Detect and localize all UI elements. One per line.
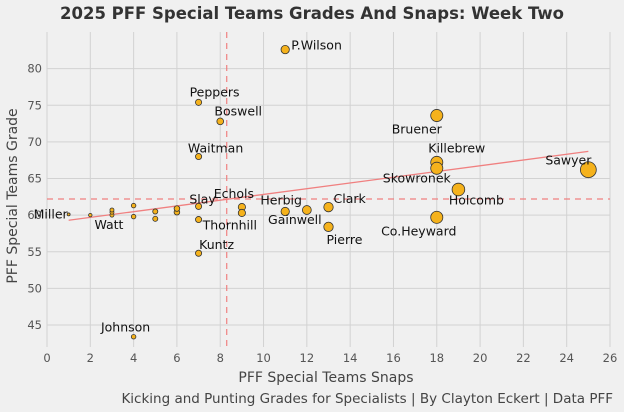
point-label: Johnson <box>100 320 150 335</box>
data-point <box>66 212 71 217</box>
point-labels: Miller Watt Slay Thornhill Echols Johnson Kunt… <box>34 38 593 335</box>
x-tick-label: 14 <box>343 351 358 365</box>
data-point <box>130 213 137 220</box>
x-axis-title: PFF Special Teams Snaps <box>238 370 413 386</box>
x-tick-label: 16 <box>386 351 401 365</box>
y-ticks: 45 50 55 60 65 70 75 80 <box>27 62 42 332</box>
data-point <box>109 207 115 213</box>
point-label: P.Wilson <box>291 38 342 53</box>
point-label: Thornhill <box>202 218 257 233</box>
y-tick-label: 45 <box>27 318 42 332</box>
point-label: Herbig <box>260 192 302 207</box>
y-tick-label: 50 <box>27 281 42 295</box>
data-point <box>280 45 290 55</box>
chart-title: 2025 PFF Special Teams Grades And Snaps:… <box>60 4 564 23</box>
data-point <box>430 161 444 175</box>
point-label: Peppers <box>190 84 240 99</box>
data-point <box>302 205 312 215</box>
point-label: Kuntz <box>199 237 234 252</box>
x-tick-label: 0 <box>43 351 50 365</box>
x-tick-label: 6 <box>173 351 180 365</box>
x-tick-label: 2 <box>87 351 94 365</box>
x-tick-label: 18 <box>429 351 444 365</box>
data-point <box>323 201 334 213</box>
y-tick-label: 65 <box>27 172 42 186</box>
x-tick-label: 26 <box>603 351 618 365</box>
data-point <box>323 221 334 232</box>
y-axis-title: PFF Special Teams Grade <box>5 108 21 283</box>
point-label: Sawyer <box>545 153 592 168</box>
point-label: Watt <box>94 217 123 232</box>
point-label: Pierre <box>327 232 363 247</box>
data-points <box>66 45 597 340</box>
chart-caption: Kicking and Punting Grades for Specialis… <box>121 391 613 407</box>
x-tick-label: 12 <box>300 351 315 365</box>
point-label: Clark <box>334 191 367 206</box>
x-tick-label: 24 <box>559 351 574 365</box>
data-point <box>280 206 290 217</box>
point-label: Boswell <box>214 103 262 118</box>
point-label: Skowronek <box>383 170 452 185</box>
point-label: Waitman <box>188 141 243 156</box>
data-point <box>173 205 181 212</box>
data-point <box>195 153 203 161</box>
point-label: Miller <box>34 206 69 221</box>
point-label: Slay <box>189 191 216 206</box>
y-tick-label: 75 <box>27 98 42 112</box>
x-tick-label: 22 <box>516 351 531 365</box>
data-point <box>451 182 466 197</box>
grid <box>46 32 611 347</box>
data-point <box>430 109 444 122</box>
data-point <box>237 208 246 217</box>
data-point <box>152 215 159 222</box>
x-tick-label: 8 <box>217 351 224 365</box>
data-point <box>195 216 203 224</box>
data-point <box>430 210 444 224</box>
point-label: Co.Heyward <box>381 223 456 238</box>
data-point <box>195 249 203 257</box>
x-tick-label: 10 <box>256 351 271 365</box>
data-point <box>195 98 203 106</box>
data-point <box>152 208 159 215</box>
x-tick-label: 4 <box>130 351 137 365</box>
point-label: Bruener <box>392 122 443 137</box>
y-tick-label: 60 <box>27 208 42 222</box>
y-tick-label: 70 <box>27 135 42 149</box>
data-point <box>216 117 224 126</box>
point-label: Echols <box>214 186 254 201</box>
data-point <box>88 212 93 218</box>
reference-lines <box>47 32 610 347</box>
x-ticks: 0 2 4 6 8 10 12 14 16 18 20 22 24 26 <box>43 351 617 365</box>
point-label: Gainwell <box>268 212 322 227</box>
point-label: Killebrew <box>428 140 485 155</box>
data-point <box>130 334 137 340</box>
data-point <box>195 202 203 210</box>
data-point <box>130 202 137 209</box>
data-point <box>579 161 597 179</box>
point-label: Holcomb <box>449 193 504 208</box>
x-tick-label: 20 <box>473 351 488 365</box>
y-tick-label: 80 <box>27 62 42 76</box>
y-tick-label: 55 <box>27 245 42 259</box>
